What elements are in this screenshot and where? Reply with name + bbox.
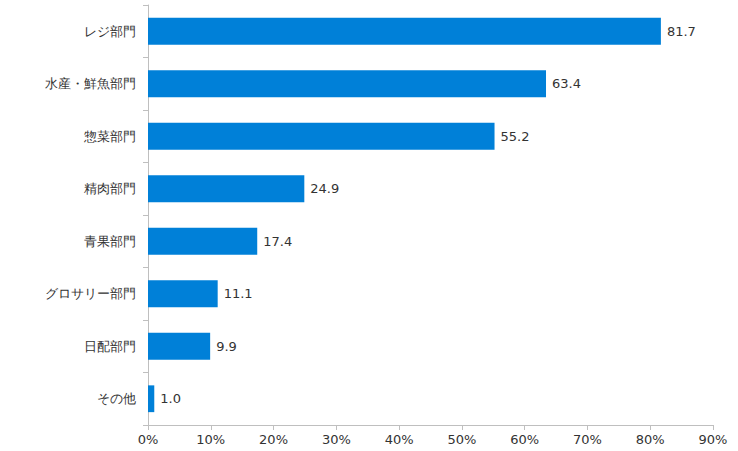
- svg-text:9.9: 9.9: [216, 339, 237, 354]
- svg-text:惣菜部門: 惣菜部門: [83, 129, 136, 144]
- svg-text:63.4: 63.4: [552, 76, 581, 91]
- svg-text:30%: 30%: [322, 432, 351, 447]
- svg-text:1.0: 1.0: [160, 391, 181, 406]
- svg-text:40%: 40%: [385, 432, 414, 447]
- svg-text:レジ部門: レジ部門: [84, 24, 136, 39]
- svg-text:青果部門: 青果部門: [84, 234, 136, 249]
- svg-text:精肉部門: 精肉部門: [84, 181, 136, 196]
- svg-text:10%: 10%: [196, 432, 225, 447]
- svg-text:81.7: 81.7: [667, 24, 696, 39]
- svg-text:日配部門: 日配部門: [84, 339, 136, 354]
- svg-text:水産・鮮魚部門: 水産・鮮魚部門: [45, 76, 136, 91]
- svg-text:90%: 90%: [699, 432, 728, 447]
- svg-text:その他: その他: [97, 391, 136, 406]
- svg-text:60%: 60%: [510, 432, 539, 447]
- svg-text:80%: 80%: [636, 432, 665, 447]
- svg-text:55.2: 55.2: [501, 129, 530, 144]
- svg-text:11.1: 11.1: [224, 286, 253, 301]
- svg-text:0%: 0%: [138, 432, 159, 447]
- svg-text:24.9: 24.9: [310, 181, 339, 196]
- svg-text:17.4: 17.4: [263, 234, 292, 249]
- svg-text:20%: 20%: [259, 432, 288, 447]
- svg-text:グロサリー部門: グロサリー部門: [45, 286, 136, 301]
- svg-text:70%: 70%: [573, 432, 602, 447]
- svg-text:50%: 50%: [447, 432, 476, 447]
